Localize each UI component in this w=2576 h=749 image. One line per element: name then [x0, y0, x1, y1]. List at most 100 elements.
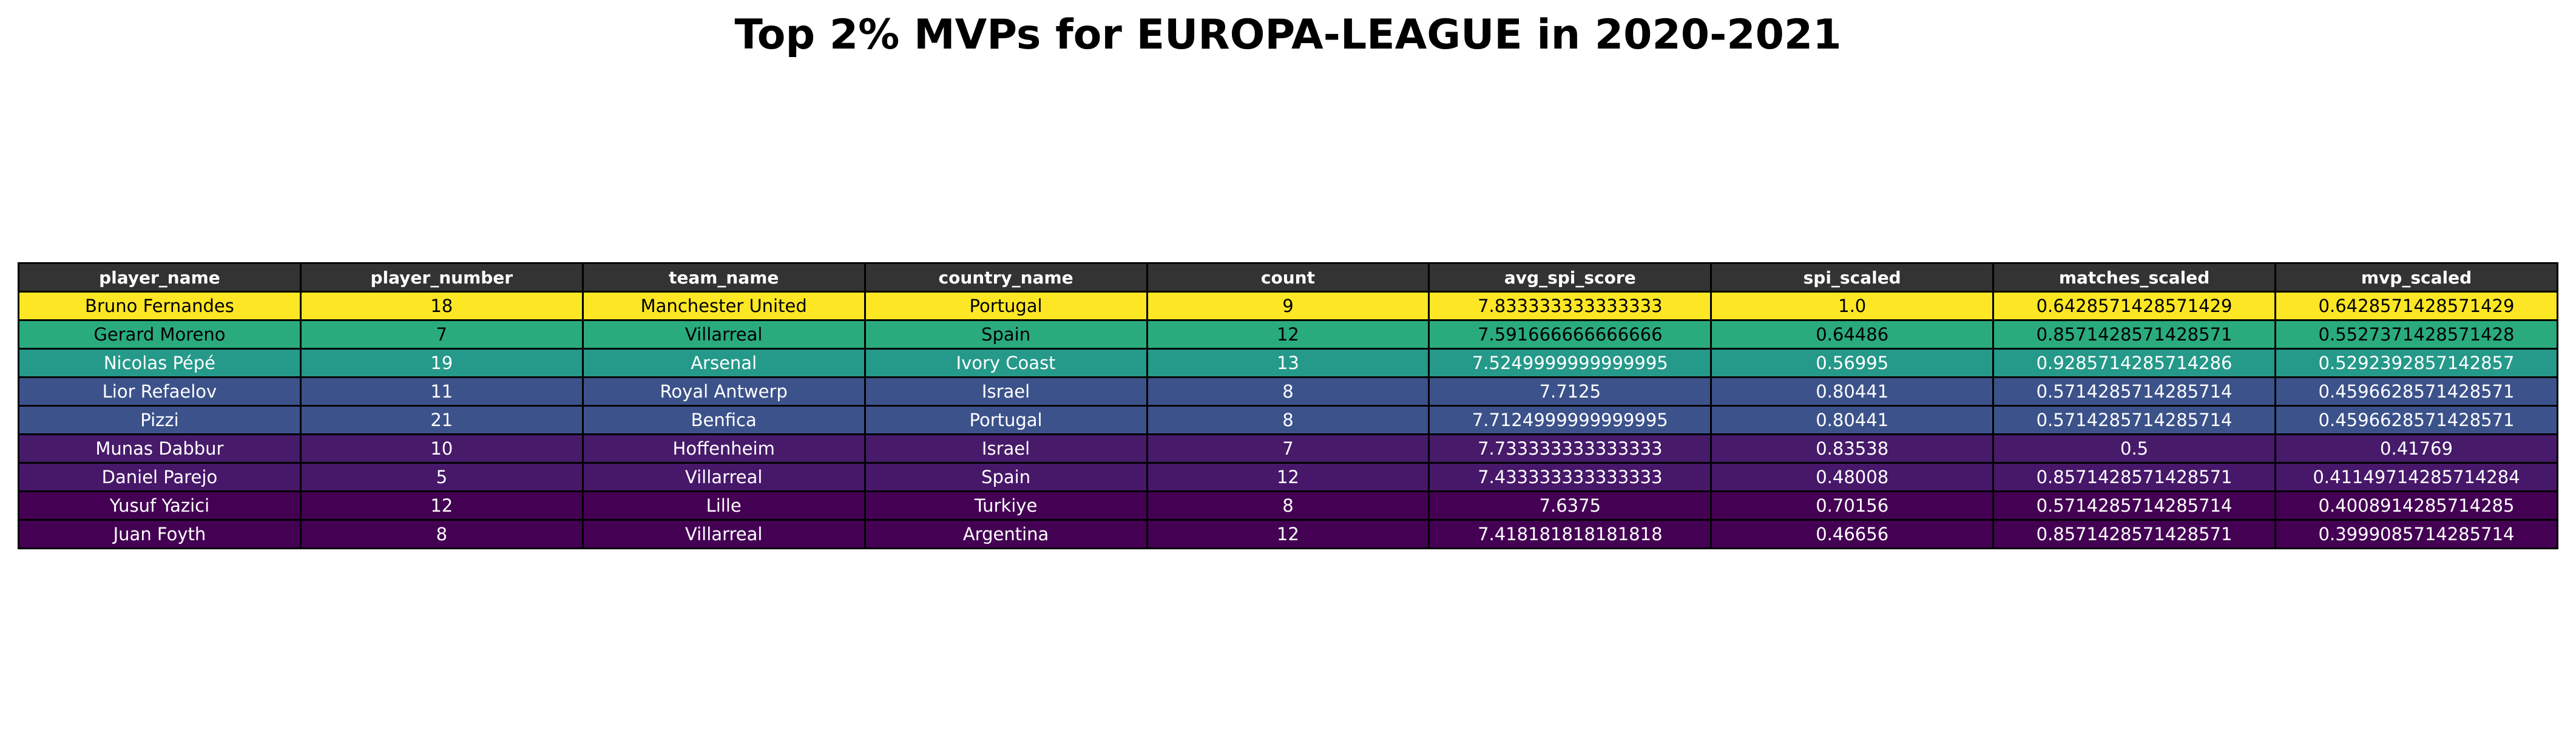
table-row: Bruno Fernandes 18 Manchester United Portug… [18, 291, 2558, 321]
table-cell-player-name: Daniel Parejo [18, 462, 302, 492]
table-cell-mvp-scaled: 0.3999085714285714 [2274, 519, 2558, 549]
column-header-spi-scaled: spi_scaled [1710, 262, 1995, 293]
table-row: Daniel Parejo 5 Villarreal Spain 12 7.4333333… [18, 462, 2558, 492]
table-cell-count: 9 [1146, 291, 1430, 321]
table-cell-spi-scaled: 1.0 [1710, 291, 1995, 321]
table-cell-team-name: Manchester United [581, 291, 866, 321]
mvp-table: player_name player_number team_name country… [18, 262, 2558, 549]
table-cell-mvp-scaled: 0.5527371428571428 [2274, 319, 2558, 350]
table-row: Lior Refaelov 11 Royal Antwerp Israel 8 7.712… [18, 376, 2558, 407]
table-cell-player-number: 10 [299, 433, 584, 464]
table-row: Juan Foyth 8 Villarreal Argentina 12 7.418181… [18, 519, 2558, 549]
table-row: Pizzi 21 Benfica Portugal 8 7.712499999999999… [18, 405, 2558, 435]
table-header-row: player_name player_number team_name country… [18, 262, 2558, 293]
table-cell-matches-scaled: 0.8571428571428571 [1992, 462, 2276, 492]
table-cell-player-number: 12 [299, 490, 584, 521]
table-body: Bruno Fernandes 18 Manchester United Portug… [18, 291, 2558, 549]
table-cell-spi-scaled: 0.64486 [1710, 319, 1995, 350]
column-header-team-name: team_name [581, 262, 866, 293]
table-cell-country-name: Ivory Coast [864, 348, 1148, 378]
table-cell-country-name: Spain [864, 319, 1148, 350]
table-cell-team-name: Villarreal [581, 319, 866, 350]
table-cell-avg-spi-score: 7.733333333333333 [1428, 433, 1712, 464]
table-cell-matches-scaled: 0.5714285714285714 [1992, 376, 2276, 407]
table-row: Gerard Moreno 7 Villarreal Spain 12 7.5916666… [18, 319, 2558, 350]
table-cell-mvp-scaled: 0.4008914285714285 [2274, 490, 2558, 521]
table-cell-player-name: Nicolas Pépé [18, 348, 302, 378]
table-cell-mvp-scaled: 0.5292392857142857 [2274, 348, 2558, 378]
table-cell-mvp-scaled: 0.6428571428571429 [2274, 291, 2558, 321]
table-cell-spi-scaled: 0.46656 [1710, 519, 1995, 549]
table-cell-avg-spi-score: 7.7124999999999995 [1428, 405, 1712, 435]
column-header-mvp-scaled: mvp_scaled [2274, 262, 2558, 293]
table-cell-matches-scaled: 0.5714285714285714 [1992, 405, 2276, 435]
table-cell-mvp-scaled: 0.4596628571428571 [2274, 376, 2558, 407]
table-cell-spi-scaled: 0.80441 [1710, 405, 1995, 435]
table-cell-team-name: Lille [581, 490, 866, 521]
table-cell-count: 7 [1146, 433, 1430, 464]
table-cell-player-number: 11 [299, 376, 584, 407]
table-cell-spi-scaled: 0.83538 [1710, 433, 1995, 464]
table-cell-mvp-scaled: 0.4596628571428571 [2274, 405, 2558, 435]
table-cell-count: 12 [1146, 519, 1430, 549]
table-cell-matches-scaled: 0.5 [1992, 433, 2276, 464]
table-row: Munas Dabbur 10 Hoffenheim Israel 7 7.7333333… [18, 433, 2558, 464]
table-cell-avg-spi-score: 7.591666666666666 [1428, 319, 1712, 350]
table-cell-player-number: 5 [299, 462, 584, 492]
table-cell-player-number: 21 [299, 405, 584, 435]
table-cell-team-name: Arsenal [581, 348, 866, 378]
table-cell-avg-spi-score: 7.433333333333333 [1428, 462, 1712, 492]
table-cell-player-number: 7 [299, 319, 584, 350]
column-header-player-number: player_number [299, 262, 584, 293]
table-cell-matches-scaled: 0.6428571428571429 [1992, 291, 2276, 321]
column-header-player-name: player_name [18, 262, 302, 293]
table-cell-team-name: Royal Antwerp [581, 376, 866, 407]
table-cell-team-name: Villarreal [581, 519, 866, 549]
table-cell-team-name: Hoffenheim [581, 433, 866, 464]
table-cell-team-name: Benfica [581, 405, 866, 435]
table-cell-country-name: Turkiye [864, 490, 1148, 521]
table-cell-count: 12 [1146, 462, 1430, 492]
table-cell-spi-scaled: 0.48008 [1710, 462, 1995, 492]
table-cell-count: 13 [1146, 348, 1430, 378]
table-cell-player-name: Munas Dabbur [18, 433, 302, 464]
table-cell-avg-spi-score: 7.833333333333333 [1428, 291, 1712, 321]
table-cell-player-number: 18 [299, 291, 584, 321]
table-cell-count: 8 [1146, 490, 1430, 521]
column-header-count: count [1146, 262, 1430, 293]
table-cell-matches-scaled: 0.5714285714285714 [1992, 490, 2276, 521]
column-header-country-name: country_name [864, 262, 1148, 293]
table-cell-country-name: Argentina [864, 519, 1148, 549]
table-cell-player-name: Pizzi [18, 405, 302, 435]
table-cell-count: 8 [1146, 376, 1430, 407]
column-header-matches-scaled: matches_scaled [1992, 262, 2276, 293]
table-cell-mvp-scaled: 0.41149714285714284 [2274, 462, 2558, 492]
chart-title: Top 2% MVPs for EUROPA-LEAGUE in 2020-20… [734, 11, 1842, 59]
table-cell-spi-scaled: 0.70156 [1710, 490, 1995, 521]
table-cell-country-name: Portugal [864, 291, 1148, 321]
table-cell-player-number: 19 [299, 348, 584, 378]
table-cell-player-name: Bruno Fernandes [18, 291, 302, 321]
table-cell-matches-scaled: 0.8571428571428571 [1992, 319, 2276, 350]
table-cell-player-name: Juan Foyth [18, 519, 302, 549]
table-cell-player-number: 8 [299, 519, 584, 549]
table-row: Yusuf Yazici 12 Lille Turkiye 8 7.6375 0.70156… [18, 490, 2558, 521]
table-cell-spi-scaled: 0.56995 [1710, 348, 1995, 378]
table-cell-country-name: Israel [864, 376, 1148, 407]
table-cell-mvp-scaled: 0.41769 [2274, 433, 2558, 464]
table-cell-country-name: Israel [864, 433, 1148, 464]
table-cell-matches-scaled: 0.8571428571428571 [1992, 519, 2276, 549]
table-cell-matches-scaled: 0.9285714285714286 [1992, 348, 2276, 378]
table-cell-country-name: Portugal [864, 405, 1148, 435]
table-row: Nicolas Pépé 19 Arsenal Ivory Coast 13 7.5249… [18, 348, 2558, 378]
table-cell-player-name: Gerard Moreno [18, 319, 302, 350]
table-cell-player-name: Lior Refaelov [18, 376, 302, 407]
table-cell-avg-spi-score: 7.418181818181818 [1428, 519, 1712, 549]
table-cell-avg-spi-score: 7.7125 [1428, 376, 1712, 407]
table-cell-spi-scaled: 0.80441 [1710, 376, 1995, 407]
table-cell-count: 8 [1146, 405, 1430, 435]
table-cell-team-name: Villarreal [581, 462, 866, 492]
table-cell-player-name: Yusuf Yazici [18, 490, 302, 521]
table-cell-country-name: Spain [864, 462, 1148, 492]
column-header-avg-spi-score: avg_spi_score [1428, 262, 1712, 293]
